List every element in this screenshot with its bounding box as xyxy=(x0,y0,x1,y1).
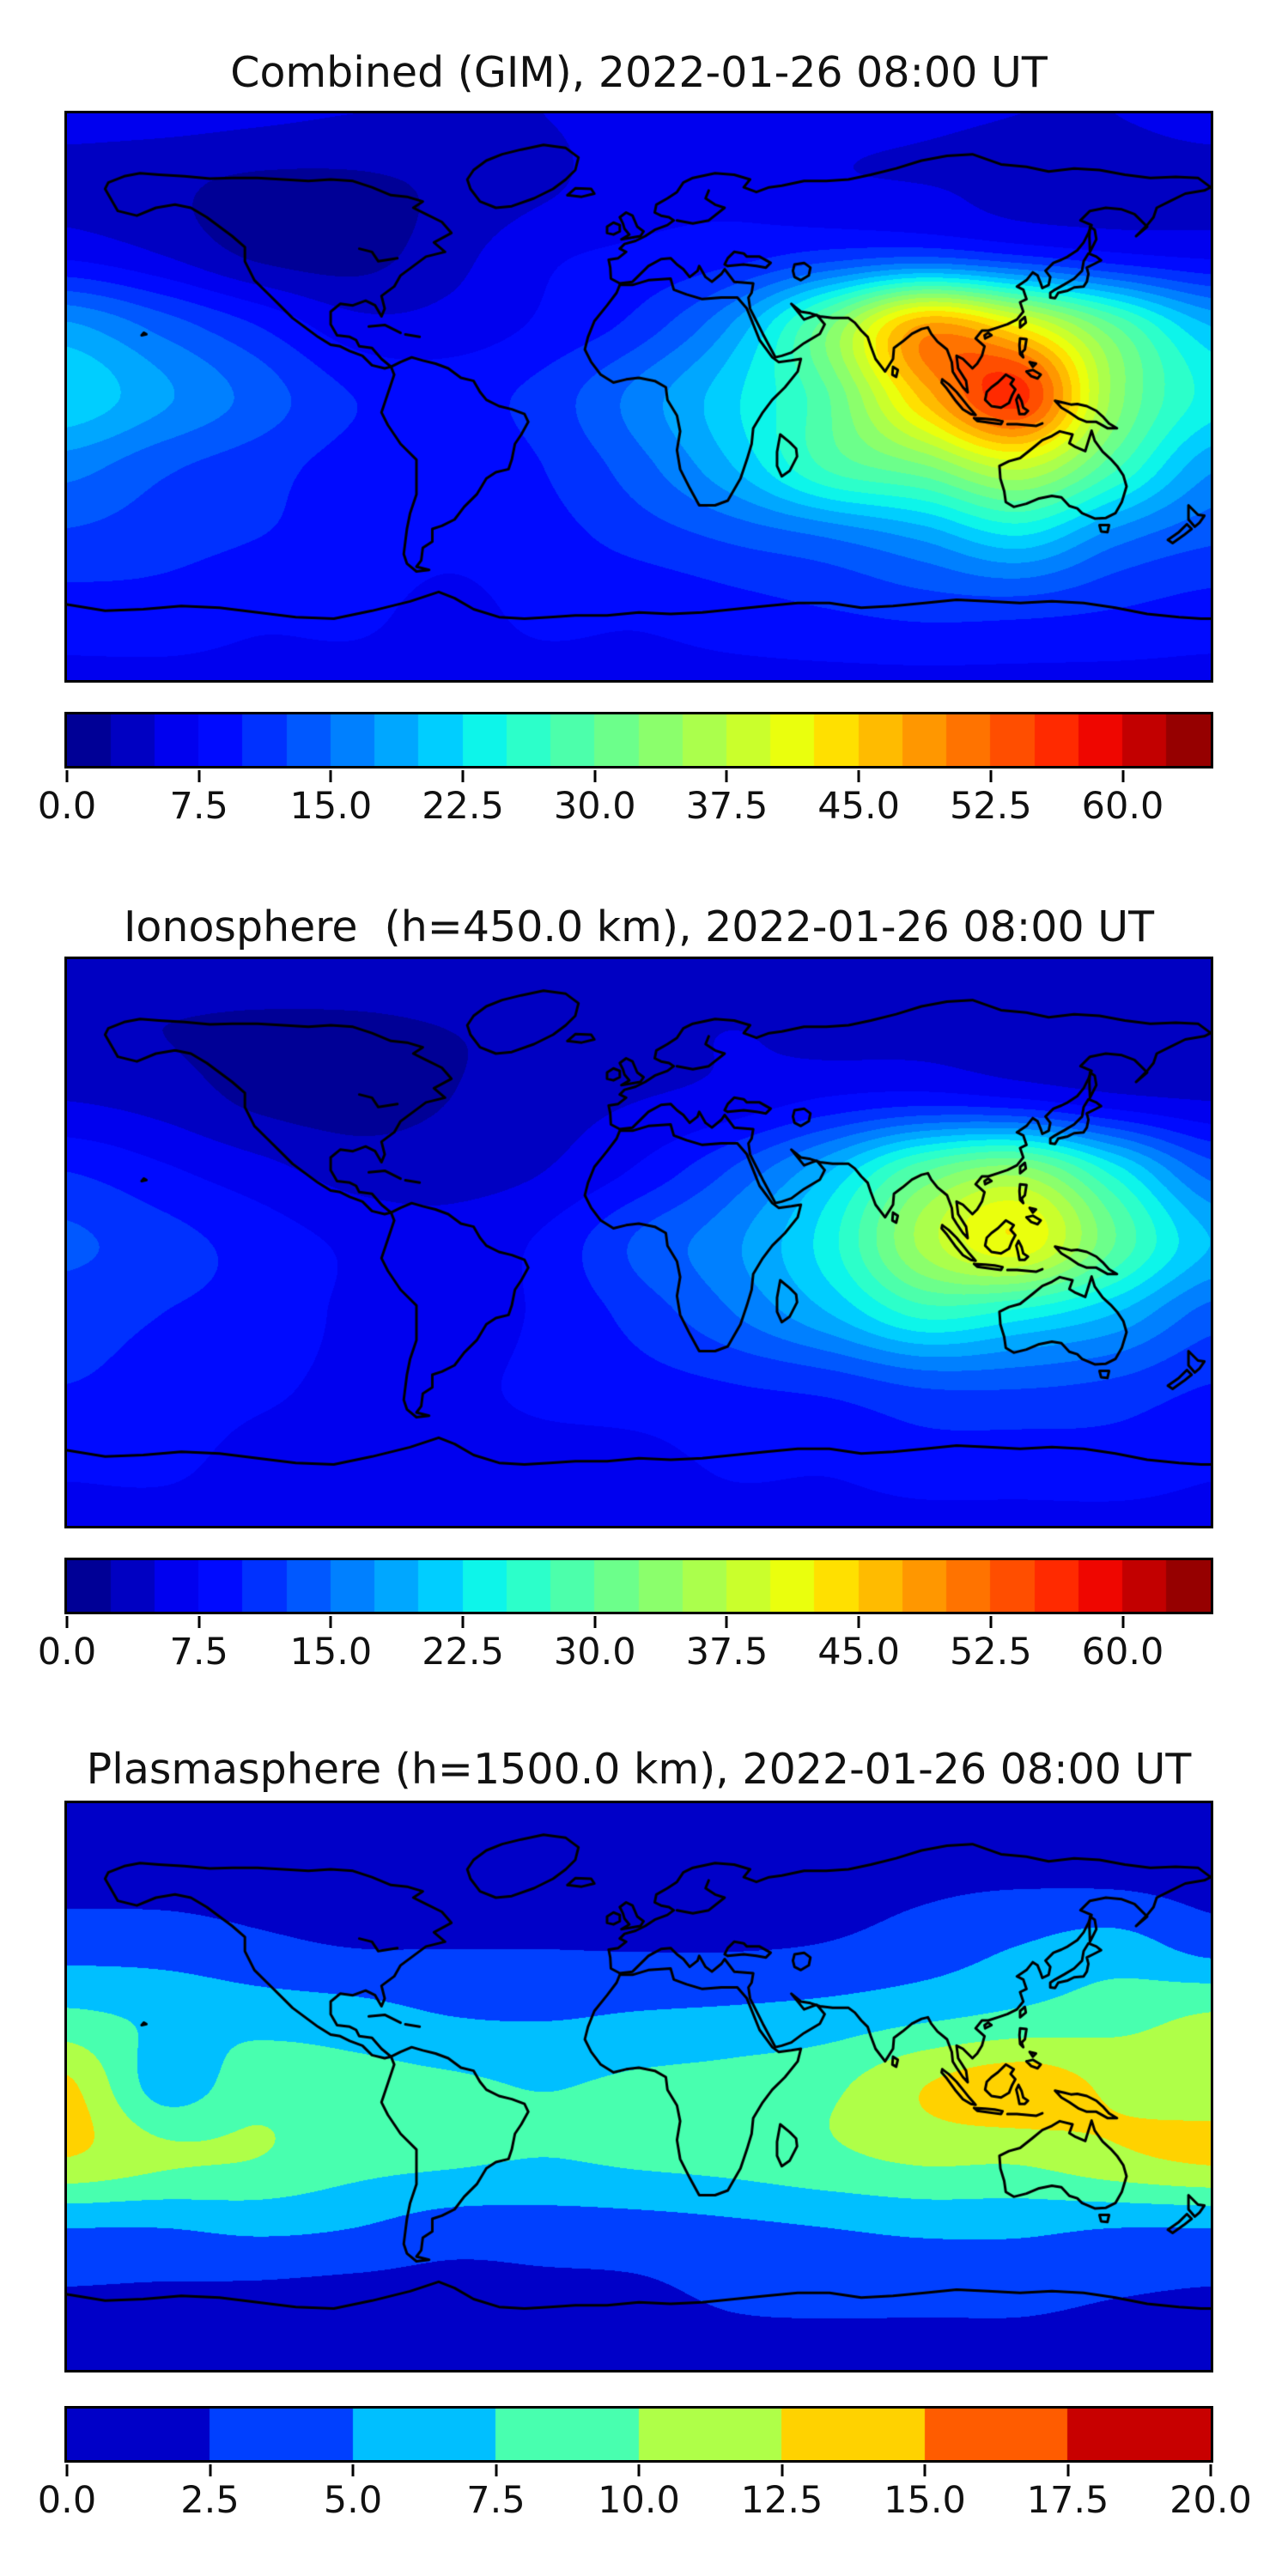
colorbar-tick-label: 60.0 xyxy=(1081,1631,1164,1674)
colorbar-tick-mark xyxy=(197,1616,201,1628)
colorbar-tick-mark xyxy=(857,770,860,782)
colorbar-tick-label: 7.5 xyxy=(169,1631,228,1674)
colorbar-tick-mark xyxy=(461,770,465,782)
colorbar-tick-mark xyxy=(593,1616,597,1628)
colorbar-tick-mark xyxy=(1121,770,1125,782)
colorbar-tick-mark xyxy=(923,2464,927,2476)
colorbar-tick-label: 52.5 xyxy=(949,785,1032,828)
colorbar-tick-mark xyxy=(495,2464,497,2476)
colorbar-tick-label: 30.0 xyxy=(553,1631,636,1674)
colorbar-tick-label: 15.0 xyxy=(289,785,373,828)
panel-ionosphere-map xyxy=(64,957,1213,1528)
panel-plasmasphere-colorbar xyxy=(64,2406,1213,2463)
colorbar-tick-mark xyxy=(989,770,993,782)
colorbar-tick-mark xyxy=(857,1616,860,1628)
ionosphere-colorbar-ticks xyxy=(65,1616,1211,1628)
panel-combined-map xyxy=(64,111,1213,683)
colorbar-tick-label: 30.0 xyxy=(553,785,636,828)
colorbar-tick-label: 60.0 xyxy=(1081,785,1164,828)
colorbar-tick-mark xyxy=(329,1616,332,1628)
colorbar-tick-label: 5.0 xyxy=(323,2479,383,2522)
colorbar-tick-mark xyxy=(989,1616,993,1628)
colorbar-tick-label: 22.5 xyxy=(422,1631,504,1674)
plasmasphere-colorbar-canvas xyxy=(67,2409,1211,2460)
colorbar-tick-mark xyxy=(209,2464,211,2476)
panel-combined-colorbar xyxy=(64,712,1213,769)
ionosphere-tec-map-canvas xyxy=(67,959,1211,1526)
colorbar-tick-mark xyxy=(781,2464,783,2476)
colorbar-tick-label: 37.5 xyxy=(685,1631,769,1674)
colorbar-tick-label: 10.0 xyxy=(598,2479,680,2522)
ionosphere-colorbar-canvas xyxy=(67,1560,1211,1612)
colorbar-tick-mark xyxy=(197,770,201,782)
plasmasphere-tec-map-canvas xyxy=(67,1803,1211,2370)
colorbar-tick-label: 37.5 xyxy=(685,785,769,828)
panel-ionosphere-colorbar xyxy=(64,1558,1213,1614)
colorbar-tick-label: 0.0 xyxy=(37,2479,97,2522)
colorbar-tick-label: 45.0 xyxy=(817,785,901,828)
colorbar-tick-mark xyxy=(593,770,597,782)
colorbar-tick-mark xyxy=(1121,1616,1125,1628)
colorbar-tick-label: 17.5 xyxy=(1026,2479,1109,2522)
plasmasphere-colorbar-tick-labels: 0.0 2.5 5.0 7.5 10.0 12.5 15.0 17.5 20.0 xyxy=(38,2479,1252,2522)
colorbar-tick-mark xyxy=(1066,2464,1069,2476)
colorbar-tick-label: 0.0 xyxy=(37,785,97,828)
colorbar-tick-mark xyxy=(725,1616,728,1628)
combined-colorbar-canvas xyxy=(67,714,1211,766)
colorbar-tick-mark xyxy=(65,770,69,782)
colorbar-tick-mark xyxy=(65,1616,69,1628)
panel-ionosphere-title: Ionosphere (h=450.0 km), 2022-01-26 08:0… xyxy=(123,902,1155,951)
colorbar-tick-label: 45.0 xyxy=(817,1631,901,1674)
combined-colorbar-ticks xyxy=(65,770,1211,782)
panel-plasmasphere-map xyxy=(64,1801,1213,2372)
combined-tec-map-canvas xyxy=(67,113,1211,680)
plasmasphere-colorbar-ticks xyxy=(65,2464,1212,2476)
colorbar-tick-mark xyxy=(65,2464,69,2476)
colorbar-tick-label: 20.0 xyxy=(1170,2479,1252,2522)
colorbar-tick-mark xyxy=(461,1616,465,1628)
colorbar-tick-label: 0.0 xyxy=(37,1631,97,1674)
colorbar-tick-label: 2.5 xyxy=(180,2479,240,2522)
ionosphere-colorbar-tick-labels: 0.0 7.5 15.0 22.5 30.0 37.5 45.0 52.5 60.0 xyxy=(38,1631,1211,1674)
colorbar-tick-mark xyxy=(637,2464,641,2476)
combined-colorbar-tick-labels: 0.0 7.5 15.0 22.5 30.0 37.5 45.0 52.5 60.0 xyxy=(38,785,1211,828)
colorbar-tick-mark xyxy=(351,2464,355,2476)
colorbar-tick-mark xyxy=(329,770,332,782)
panel-combined-title: Combined (GIM), 2022-01-26 08:00 UT xyxy=(230,48,1048,97)
colorbar-tick-label: 7.5 xyxy=(466,2479,526,2522)
colorbar-tick-label: 52.5 xyxy=(949,1631,1032,1674)
colorbar-tick-label: 15.0 xyxy=(289,1631,373,1674)
colorbar-tick-label: 15.0 xyxy=(884,2479,966,2522)
colorbar-tick-label: 12.5 xyxy=(740,2479,823,2522)
colorbar-tick-label: 7.5 xyxy=(169,785,228,828)
colorbar-tick-label: 22.5 xyxy=(422,785,504,828)
colorbar-tick-mark xyxy=(1209,2464,1212,2476)
panel-plasmasphere-title: Plasmasphere (h=1500.0 km), 2022-01-26 0… xyxy=(86,1745,1192,1794)
colorbar-tick-mark xyxy=(725,770,728,782)
